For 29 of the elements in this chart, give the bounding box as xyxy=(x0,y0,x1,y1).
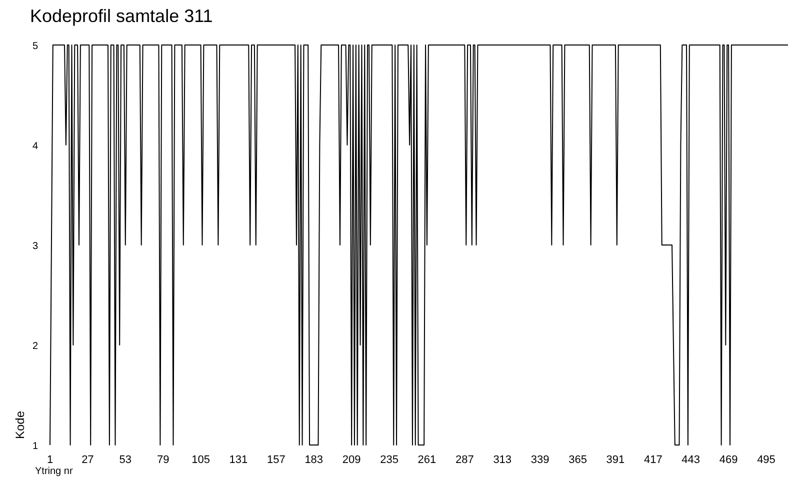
x-tick-label: 27 xyxy=(82,454,94,466)
x-tick-label: 469 xyxy=(719,454,738,466)
x-tick-label: 417 xyxy=(644,454,662,466)
x-tick-label: 365 xyxy=(568,454,587,466)
x-tick-label: 495 xyxy=(757,454,776,466)
x-tick-label: 209 xyxy=(342,454,361,466)
line-series xyxy=(50,44,788,446)
x-tick-label: 1 xyxy=(46,454,54,466)
x-tick-label: 131 xyxy=(229,454,248,466)
x-tick-label: 183 xyxy=(304,454,324,466)
x-tick-label: 287 xyxy=(455,454,474,466)
y-tick-label: 5 xyxy=(32,41,38,52)
x-tick-label: 443 xyxy=(682,454,700,466)
x-axis-title: Ytring nr xyxy=(35,466,74,477)
x-tick-label: 391 xyxy=(606,454,625,466)
x-tick-label: 235 xyxy=(380,454,398,466)
x-tick-label: 339 xyxy=(530,454,550,466)
x-tick-label: 313 xyxy=(493,454,512,466)
x-tick-label: 157 xyxy=(267,454,286,466)
x-tick-label: 53 xyxy=(119,454,132,466)
y-tick-label: 1 xyxy=(32,441,38,452)
y-tick-label: 4 xyxy=(32,141,38,152)
y-tick-label: 2 xyxy=(32,341,38,352)
y-tick-label: 3 xyxy=(32,241,38,252)
x-tick-label: 79 xyxy=(156,454,170,466)
x-tick-label: 261 xyxy=(418,454,436,466)
y-axis-title: Kode xyxy=(13,410,27,440)
chart-title: Kodeprofil samtale 311 xyxy=(30,6,213,26)
x-tick-label: 105 xyxy=(192,454,210,466)
